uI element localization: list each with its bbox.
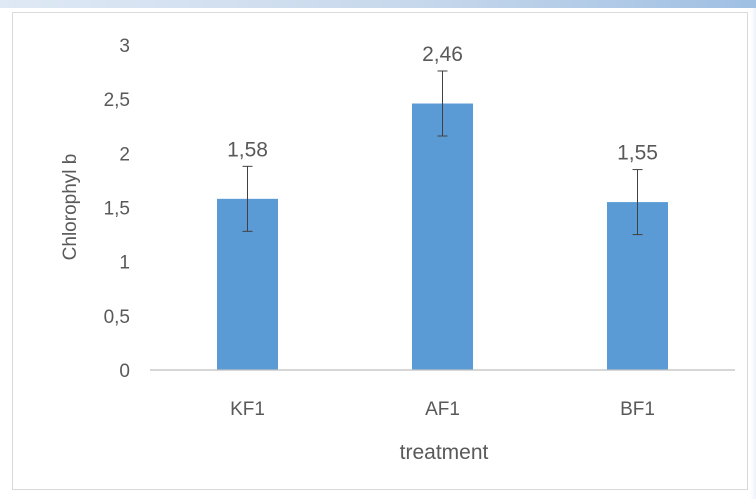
data-labels: 1,58 2,46 1,55	[227, 43, 658, 165]
data-label: 2,46	[422, 43, 463, 66]
x-tick-label: KF1	[230, 399, 265, 420]
x-axis-title: treatment	[400, 441, 489, 464]
y-axis-title: Chlorophyl b	[60, 154, 81, 261]
y-tick-label: 1	[119, 253, 130, 274]
bar-af1	[412, 103, 473, 370]
y-tick-label: 3	[119, 36, 130, 57]
bars	[217, 103, 668, 370]
error-bars	[242, 70, 643, 236]
y-axis-ticks: 0 0,5 1 1,5 2 2,5 3	[104, 36, 130, 382]
window-side-shadow	[750, 8, 756, 499]
y-tick-label: 2,5	[104, 90, 130, 111]
x-tick-label: BF1	[620, 399, 655, 420]
data-label: 1,55	[617, 142, 658, 165]
y-tick-label: 1,5	[104, 199, 130, 220]
window-top-strip	[0, 0, 756, 8]
x-axis-ticks: KF1 AF1 BF1	[230, 399, 655, 420]
y-tick-label: 0	[119, 361, 130, 382]
data-label: 1,58	[227, 138, 268, 161]
x-tick-label: AF1	[425, 399, 460, 420]
y-tick-label: 0,5	[104, 307, 130, 328]
y-tick-label: 2	[119, 144, 130, 165]
